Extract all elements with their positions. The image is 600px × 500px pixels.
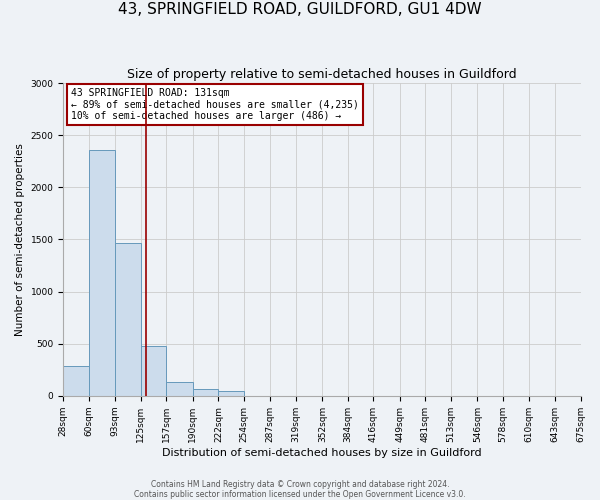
Text: 43, SPRINGFIELD ROAD, GUILDFORD, GU1 4DW: 43, SPRINGFIELD ROAD, GUILDFORD, GU1 4DW	[118, 2, 482, 18]
Bar	[89, 150, 115, 396]
Y-axis label: Number of semi-detached properties: Number of semi-detached properties	[15, 143, 25, 336]
X-axis label: Distribution of semi-detached houses by size in Guildford: Distribution of semi-detached houses by …	[162, 448, 482, 458]
Bar	[218, 391, 244, 396]
Bar	[63, 366, 89, 396]
Bar	[166, 382, 193, 396]
Bar	[141, 346, 166, 396]
Bar	[115, 243, 141, 396]
Text: Contains HM Land Registry data © Crown copyright and database right 2024.
Contai: Contains HM Land Registry data © Crown c…	[134, 480, 466, 499]
Text: 43 SPRINGFIELD ROAD: 131sqm
← 89% of semi-detached houses are smaller (4,235)
10: 43 SPRINGFIELD ROAD: 131sqm ← 89% of sem…	[71, 88, 359, 121]
Bar	[193, 389, 218, 396]
Title: Size of property relative to semi-detached houses in Guildford: Size of property relative to semi-detach…	[127, 68, 517, 80]
